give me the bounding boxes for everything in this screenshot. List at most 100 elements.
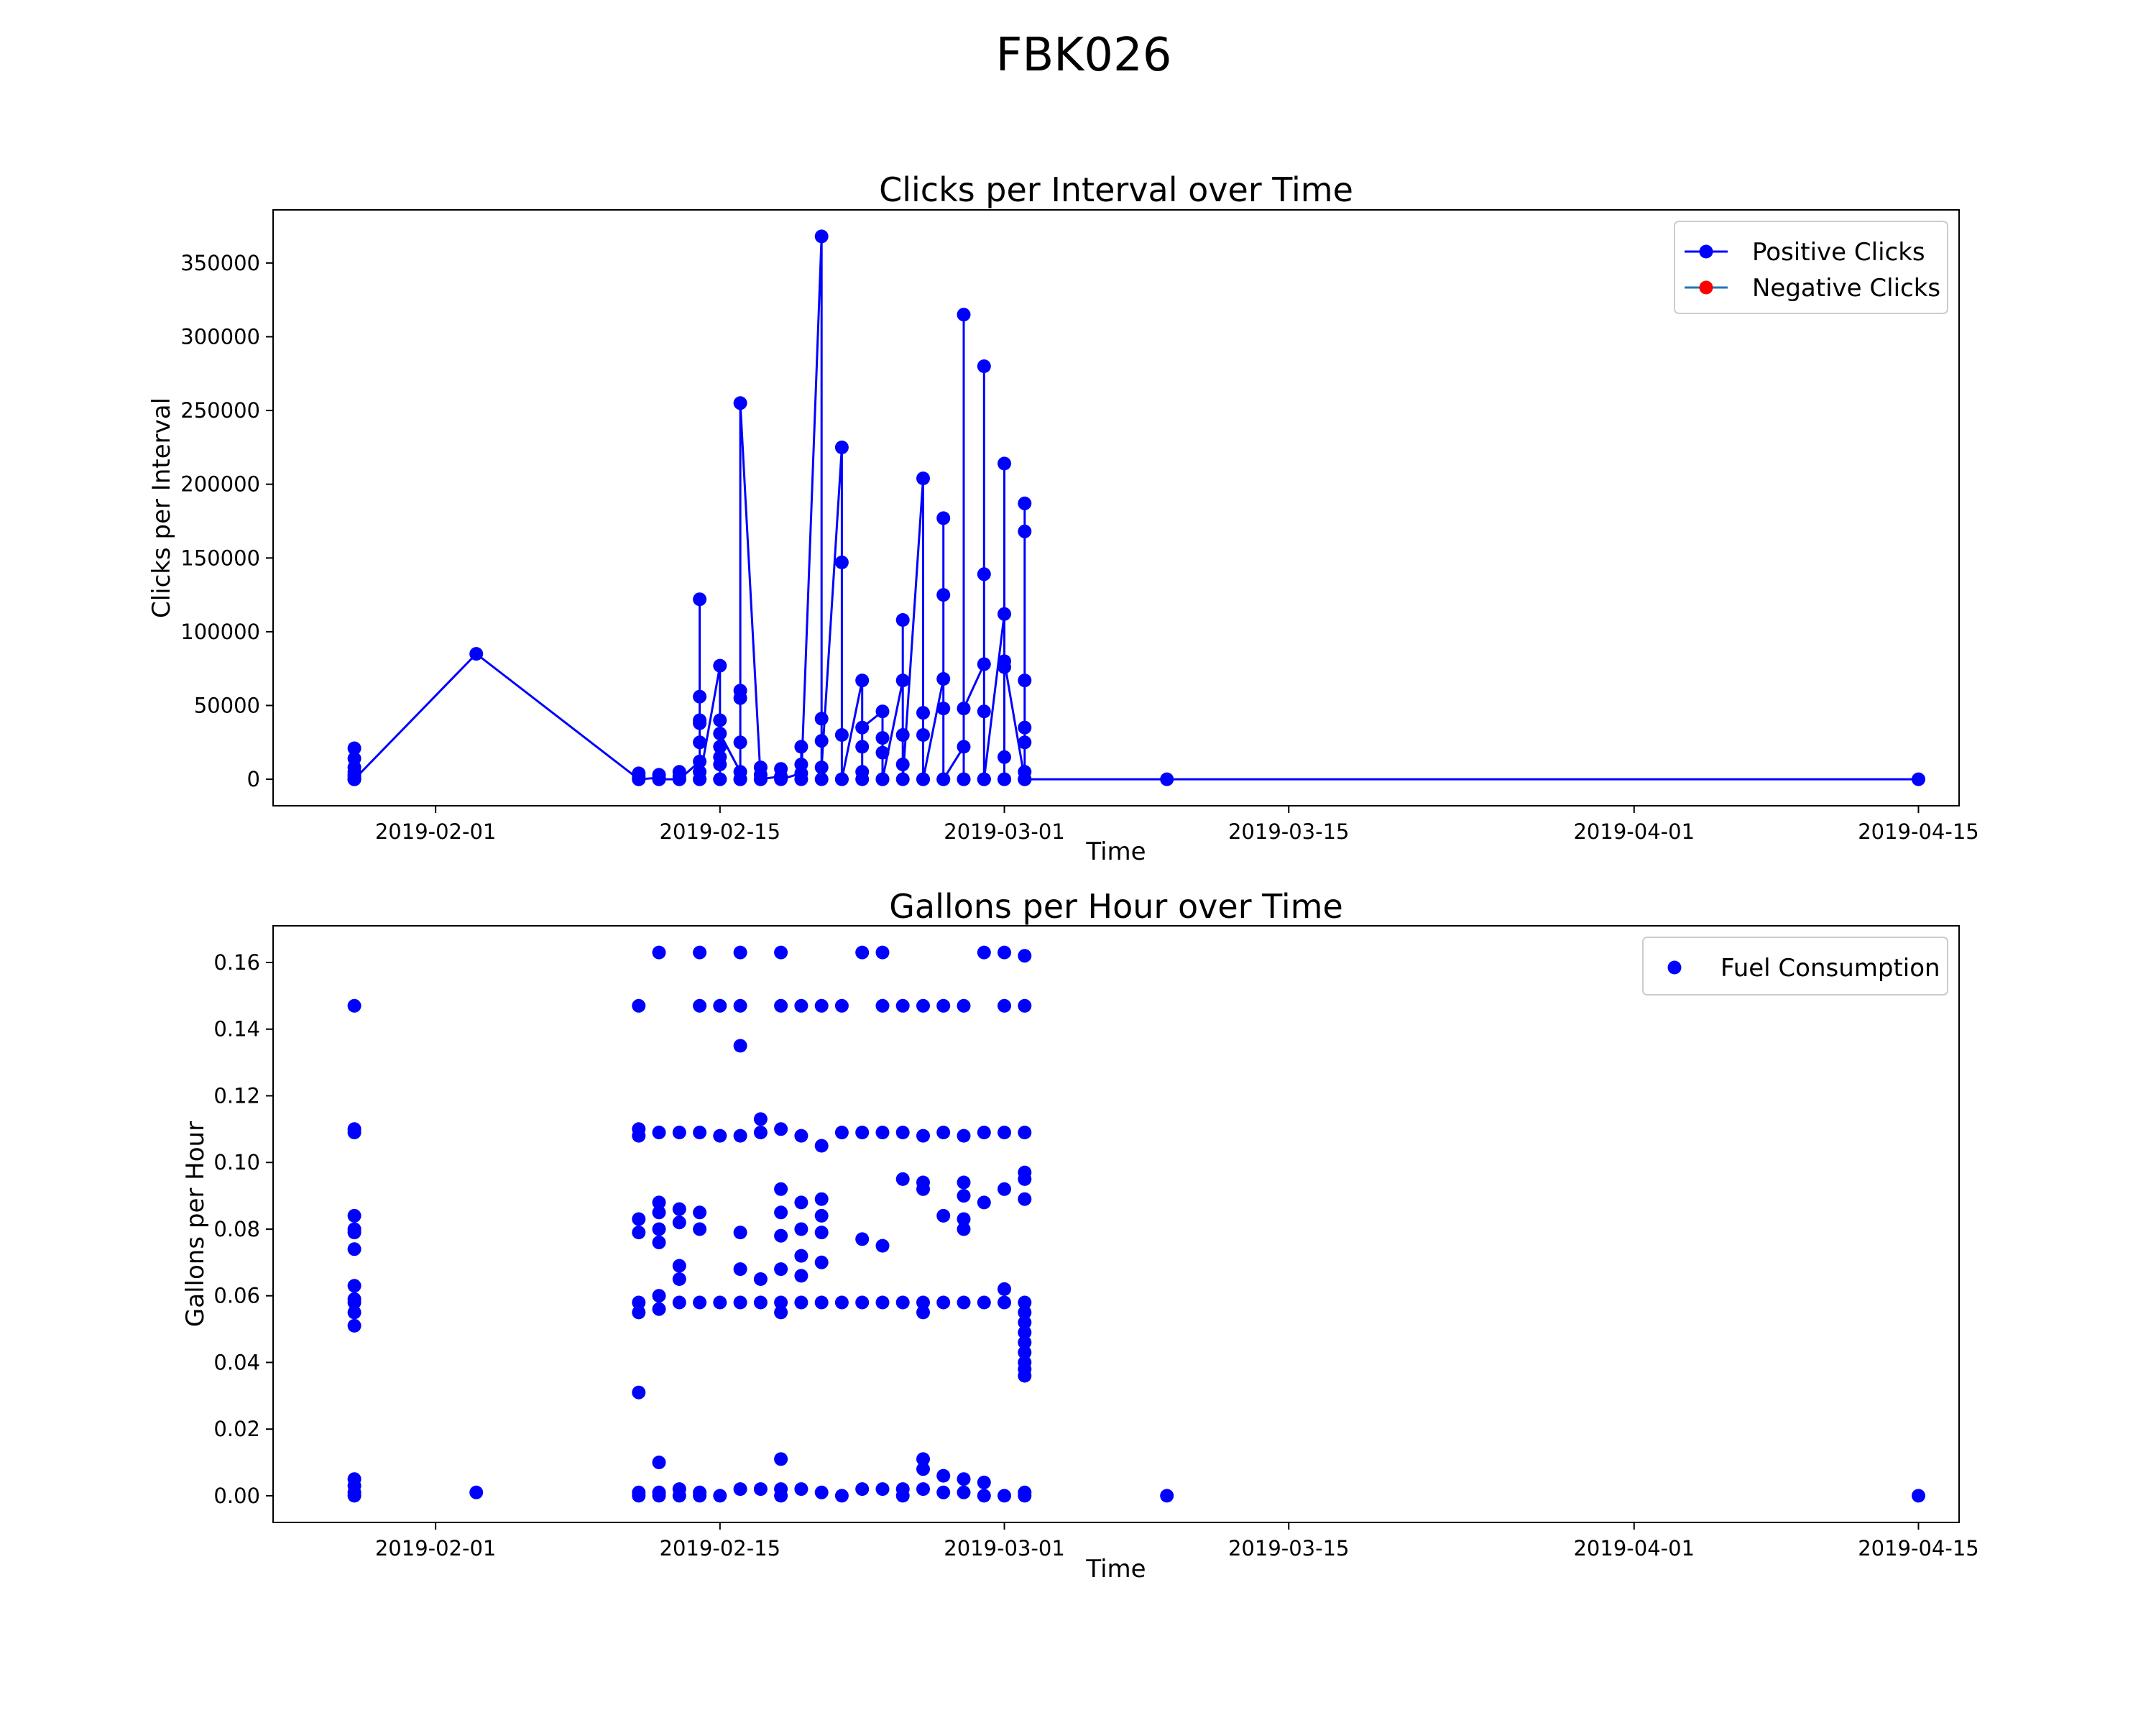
data-point bbox=[855, 720, 870, 735]
data-point bbox=[753, 1482, 768, 1497]
data-point bbox=[713, 727, 727, 740]
data-point bbox=[774, 762, 788, 776]
data-point bbox=[936, 998, 951, 1013]
data-point bbox=[347, 741, 361, 755]
data-point bbox=[713, 713, 727, 727]
x-tick-label: 2019-04-15 bbox=[1858, 819, 1979, 844]
series-line bbox=[353, 236, 1919, 783]
data-point bbox=[834, 728, 849, 742]
data-point bbox=[814, 1139, 829, 1153]
data-point bbox=[693, 1222, 707, 1236]
data-point bbox=[632, 1129, 646, 1143]
data-point bbox=[916, 1129, 930, 1143]
x-tick-label: 2019-03-15 bbox=[1228, 819, 1350, 844]
data-point bbox=[998, 1282, 1011, 1296]
data-point bbox=[733, 1482, 747, 1497]
data-point bbox=[632, 772, 646, 786]
data-point bbox=[774, 1295, 788, 1310]
chart-title: Gallons per Hour over Time bbox=[889, 887, 1343, 926]
y-tick-label: 0.06 bbox=[213, 1284, 260, 1308]
clicks-chart-panel: Clicks per Interval over Time 2019-02-01 2… bbox=[147, 170, 1979, 866]
data-point bbox=[875, 1295, 890, 1310]
data-point bbox=[1018, 1325, 1032, 1340]
data-point bbox=[957, 702, 971, 716]
y-axis-label: Clicks per Interval bbox=[147, 397, 176, 618]
data-point bbox=[814, 760, 829, 775]
axes-frame bbox=[272, 925, 1960, 1523]
data-point bbox=[855, 1482, 870, 1497]
data-point bbox=[814, 1295, 829, 1310]
data-point bbox=[814, 229, 829, 244]
data-point bbox=[895, 674, 910, 688]
data-point bbox=[998, 945, 1011, 960]
data-point bbox=[977, 1295, 991, 1310]
data-point bbox=[977, 772, 991, 786]
data-point bbox=[957, 1485, 971, 1499]
data-point bbox=[1018, 1315, 1032, 1330]
y-tick-label: 0.00 bbox=[213, 1484, 260, 1508]
data-point bbox=[834, 998, 849, 1013]
data-point bbox=[693, 689, 707, 704]
data-point bbox=[916, 1482, 930, 1497]
data-point bbox=[916, 772, 930, 786]
data-point bbox=[347, 1279, 361, 1293]
data-point bbox=[998, 998, 1011, 1013]
x-tick-label: 2019-04-01 bbox=[1573, 1536, 1695, 1561]
data-point bbox=[936, 588, 951, 602]
legend-label: Fuel Consumption bbox=[1720, 954, 1940, 983]
data-point bbox=[957, 1295, 971, 1310]
data-point bbox=[998, 772, 1011, 786]
data-point bbox=[875, 704, 890, 719]
data-point bbox=[774, 1489, 788, 1503]
data-point bbox=[814, 1192, 829, 1206]
data-point bbox=[733, 1129, 747, 1143]
data-point bbox=[774, 1452, 788, 1466]
data-point bbox=[347, 1489, 361, 1503]
data-point bbox=[469, 647, 484, 661]
data-point bbox=[347, 1126, 361, 1139]
data-point bbox=[895, 1172, 910, 1186]
x-axis-label: Time bbox=[1085, 837, 1146, 866]
data-point bbox=[977, 1195, 991, 1210]
data-point bbox=[814, 998, 829, 1013]
data-point bbox=[936, 772, 951, 786]
data-point bbox=[713, 658, 727, 673]
data-point bbox=[774, 1182, 788, 1196]
data-point bbox=[916, 1462, 930, 1476]
data-point bbox=[672, 1259, 686, 1273]
data-point bbox=[936, 1208, 951, 1223]
legend-marker bbox=[1667, 960, 1682, 975]
data-point bbox=[733, 945, 747, 960]
data-point bbox=[713, 1295, 727, 1310]
y-tick-label: 300000 bbox=[180, 324, 260, 349]
data-point bbox=[652, 1205, 666, 1220]
data-point bbox=[1018, 949, 1032, 963]
data-point bbox=[693, 945, 707, 960]
data-point bbox=[1018, 735, 1032, 750]
legend-label: Positive Clicks bbox=[1752, 238, 1925, 267]
data-point bbox=[774, 1262, 788, 1277]
data-point bbox=[977, 657, 991, 671]
legend-box bbox=[1674, 221, 1948, 314]
data-point bbox=[794, 1249, 808, 1263]
data-point bbox=[916, 1305, 930, 1320]
data-point bbox=[1018, 772, 1032, 786]
data-point bbox=[1018, 496, 1032, 510]
x-tick-label: 2019-03-01 bbox=[944, 819, 1065, 844]
data-point bbox=[834, 440, 849, 454]
data-point bbox=[977, 567, 991, 582]
y-tick-label: 0.04 bbox=[213, 1350, 260, 1374]
data-point bbox=[733, 735, 747, 750]
data-point bbox=[855, 740, 870, 754]
data-point bbox=[1018, 524, 1032, 538]
data-point bbox=[814, 712, 829, 726]
data-point bbox=[632, 1226, 646, 1240]
data-point bbox=[895, 613, 910, 627]
data-point bbox=[895, 758, 910, 771]
data-point bbox=[998, 456, 1011, 471]
legend-label: Negative Clicks bbox=[1752, 274, 1940, 303]
data-point bbox=[652, 1289, 666, 1303]
data-point bbox=[814, 1255, 829, 1269]
data-point bbox=[855, 674, 870, 688]
data-point bbox=[794, 772, 808, 786]
